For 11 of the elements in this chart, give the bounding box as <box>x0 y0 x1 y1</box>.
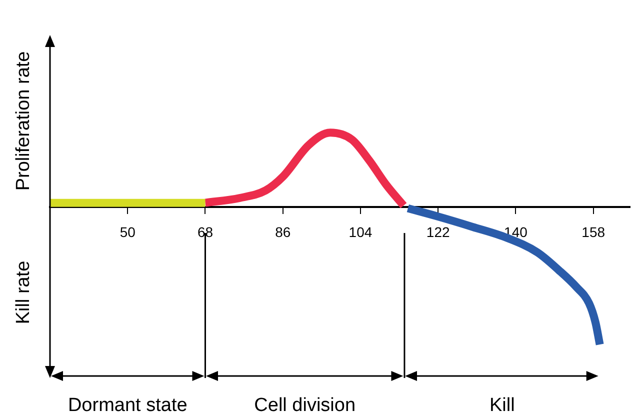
text: Cell division <box>254 395 356 416</box>
y-axis-title: Proliferation rate <box>13 51 34 191</box>
x-tick-label: 86 <box>275 224 291 240</box>
x-tick-label: 104 <box>348 224 372 240</box>
x-tick-label: 122 <box>426 224 450 240</box>
text: Dormant state <box>68 395 188 416</box>
text: Kill <box>489 395 515 416</box>
x-tick-label: 50 <box>120 224 136 240</box>
text: Kill rate <box>13 260 34 324</box>
x-tick-label: 158 <box>582 224 606 240</box>
x-tick-label: 68 <box>197 224 214 240</box>
